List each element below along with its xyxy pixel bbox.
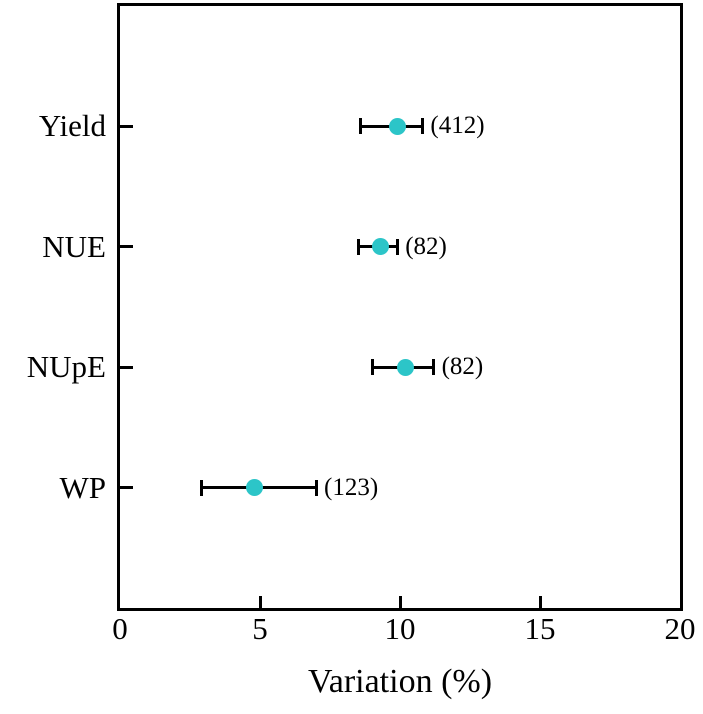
y-axis-tick [120, 245, 133, 249]
errorbar-cap [395, 238, 399, 255]
errorbar-cap [314, 479, 318, 496]
y-category-label: WP [59, 469, 107, 505]
errorbar-cap [356, 238, 360, 255]
data-point-marker [388, 117, 406, 135]
x-tick-label: 15 [524, 611, 556, 646]
x-axis-tick [258, 596, 262, 608]
x-tick-label: 0 [112, 611, 128, 646]
sample-size-label: (82) [405, 232, 447, 260]
sample-size-label: (412) [430, 112, 485, 140]
sample-size-label: (123) [324, 473, 379, 501]
data-point-marker [245, 479, 263, 497]
x-tick-label: 10 [384, 611, 416, 646]
errorbar-cap [370, 359, 374, 376]
errorbar-cap [359, 118, 363, 135]
sample-size-label: (82) [441, 353, 484, 381]
x-axis-tick [398, 596, 402, 608]
x-tick-label: 5 [252, 611, 268, 646]
y-axis-tick [120, 486, 133, 490]
y-category-label: NUpE [26, 349, 106, 385]
data-point-marker [397, 358, 415, 376]
errorbar-cap [432, 359, 436, 376]
x-axis-title: Variation (%) [307, 663, 493, 700]
data-point-marker [371, 238, 389, 256]
y-axis-tick [120, 365, 133, 369]
x-tick-label: 20 [664, 611, 696, 646]
errorbar-cap [420, 118, 424, 135]
errorbar-cap [199, 479, 203, 496]
y-axis-tick [120, 124, 133, 128]
y-category-label: Yield [38, 108, 106, 144]
y-category-label: NUE [42, 228, 106, 264]
x-axis-tick [538, 596, 542, 608]
plot-area: (412) (82) (82) (123) [117, 3, 683, 611]
